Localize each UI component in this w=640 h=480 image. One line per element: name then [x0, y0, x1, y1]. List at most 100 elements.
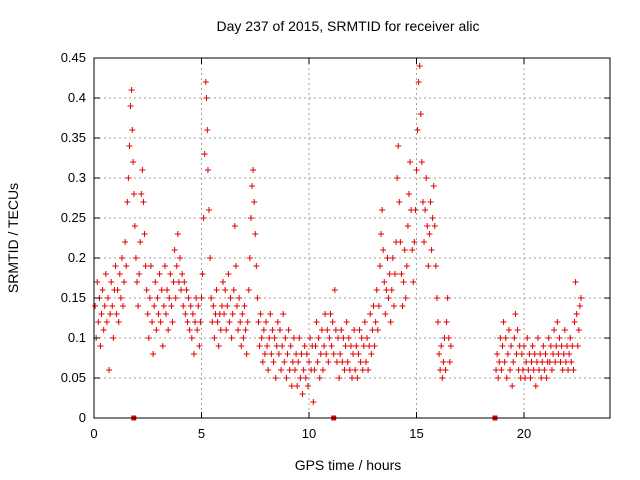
- data-point: [371, 343, 378, 349]
- data-point: [422, 207, 429, 213]
- data-point: [137, 239, 144, 245]
- data-point: [165, 327, 172, 333]
- data-point: [543, 375, 550, 381]
- data-point: [198, 295, 205, 301]
- data-point: [354, 375, 361, 381]
- data-point: [443, 319, 450, 325]
- x-tick-label: 15: [409, 426, 423, 441]
- data-point: [236, 295, 243, 301]
- data-point: [269, 327, 276, 333]
- data-point: [201, 151, 208, 157]
- data-point: [122, 239, 129, 245]
- data-point: [404, 223, 411, 229]
- data-point: [560, 351, 567, 357]
- data-point: [294, 383, 301, 389]
- data-point: [553, 343, 560, 349]
- data-point: [199, 271, 206, 277]
- data-point: [130, 159, 137, 165]
- data-point: [307, 335, 314, 341]
- data-point: [399, 303, 406, 309]
- data-point: [282, 335, 289, 341]
- data-point: [183, 287, 190, 293]
- data-point: [280, 311, 287, 317]
- data-point: [402, 295, 409, 301]
- data-point: [400, 279, 407, 285]
- data-point: [130, 191, 137, 197]
- data-point: [230, 287, 237, 293]
- data-point: [235, 327, 242, 333]
- data-point: [333, 359, 340, 365]
- data-point: [214, 319, 221, 325]
- data-point: [507, 367, 514, 373]
- data-point: [94, 279, 101, 285]
- data-point: [171, 247, 178, 253]
- data-point: [511, 335, 518, 341]
- data-point: [158, 287, 165, 293]
- data-point: [278, 367, 285, 373]
- data-point: [142, 263, 149, 269]
- data-point: [217, 327, 224, 333]
- data-point: [554, 319, 561, 325]
- data-point: [430, 183, 437, 189]
- data-point: [358, 335, 365, 341]
- data-point: [186, 327, 193, 333]
- data-point: [369, 327, 376, 333]
- data-point: [373, 287, 380, 293]
- data-point: [151, 303, 158, 309]
- data-point: [566, 351, 573, 357]
- data-point: [513, 351, 520, 357]
- data-point: [379, 207, 386, 213]
- data-point: [293, 351, 300, 357]
- data-point: [180, 303, 187, 309]
- data-point: [241, 303, 248, 309]
- data-point: [359, 367, 366, 373]
- data-point: [401, 247, 408, 253]
- data-point: [99, 287, 106, 293]
- data-point: [494, 351, 501, 357]
- data-point: [207, 255, 214, 261]
- data-point: [339, 359, 346, 365]
- data-point: [143, 287, 150, 293]
- data-point: [386, 271, 393, 277]
- data-point: [536, 367, 543, 373]
- data-point: [149, 319, 156, 325]
- data-point: [115, 319, 122, 325]
- data-point: [526, 351, 533, 357]
- data-point: [118, 255, 125, 261]
- data-point: [326, 335, 333, 341]
- data-point: [254, 295, 261, 301]
- data-point: [123, 263, 130, 269]
- data-point: [144, 311, 151, 317]
- data-point: [532, 383, 539, 389]
- data-point: [362, 359, 369, 365]
- y-axis-ticks: 0 0.05 0.1 0.15 0.2 0.25 0.3 0.35 0.4 0.45: [61, 50, 610, 425]
- data-point: [572, 279, 579, 285]
- data-point: [306, 359, 312, 365]
- data-point: [303, 351, 310, 357]
- data-point: [574, 343, 581, 349]
- data-point: [237, 319, 244, 325]
- data-point: [411, 239, 418, 245]
- y-tick-label: 0.3: [68, 170, 86, 185]
- data-point: [194, 327, 201, 333]
- data-point: [220, 279, 226, 285]
- data-point: [200, 215, 207, 221]
- data-point: [258, 335, 265, 341]
- data-point: [537, 351, 544, 357]
- data-point: [524, 335, 531, 341]
- y-tick-label: 0.45: [61, 50, 86, 65]
- data-point: [153, 327, 160, 333]
- data-point: [376, 263, 383, 269]
- data-point: [538, 375, 545, 381]
- data-point: [263, 319, 269, 325]
- data-point: [297, 375, 304, 381]
- data-point: [255, 319, 262, 325]
- data-point: [447, 343, 454, 349]
- data-point: [215, 343, 222, 349]
- data-point: [388, 287, 395, 293]
- data-point: [160, 303, 167, 309]
- data-point: [256, 343, 263, 349]
- data-point: [314, 359, 321, 365]
- data-point: [365, 367, 372, 373]
- data-point: [335, 335, 342, 341]
